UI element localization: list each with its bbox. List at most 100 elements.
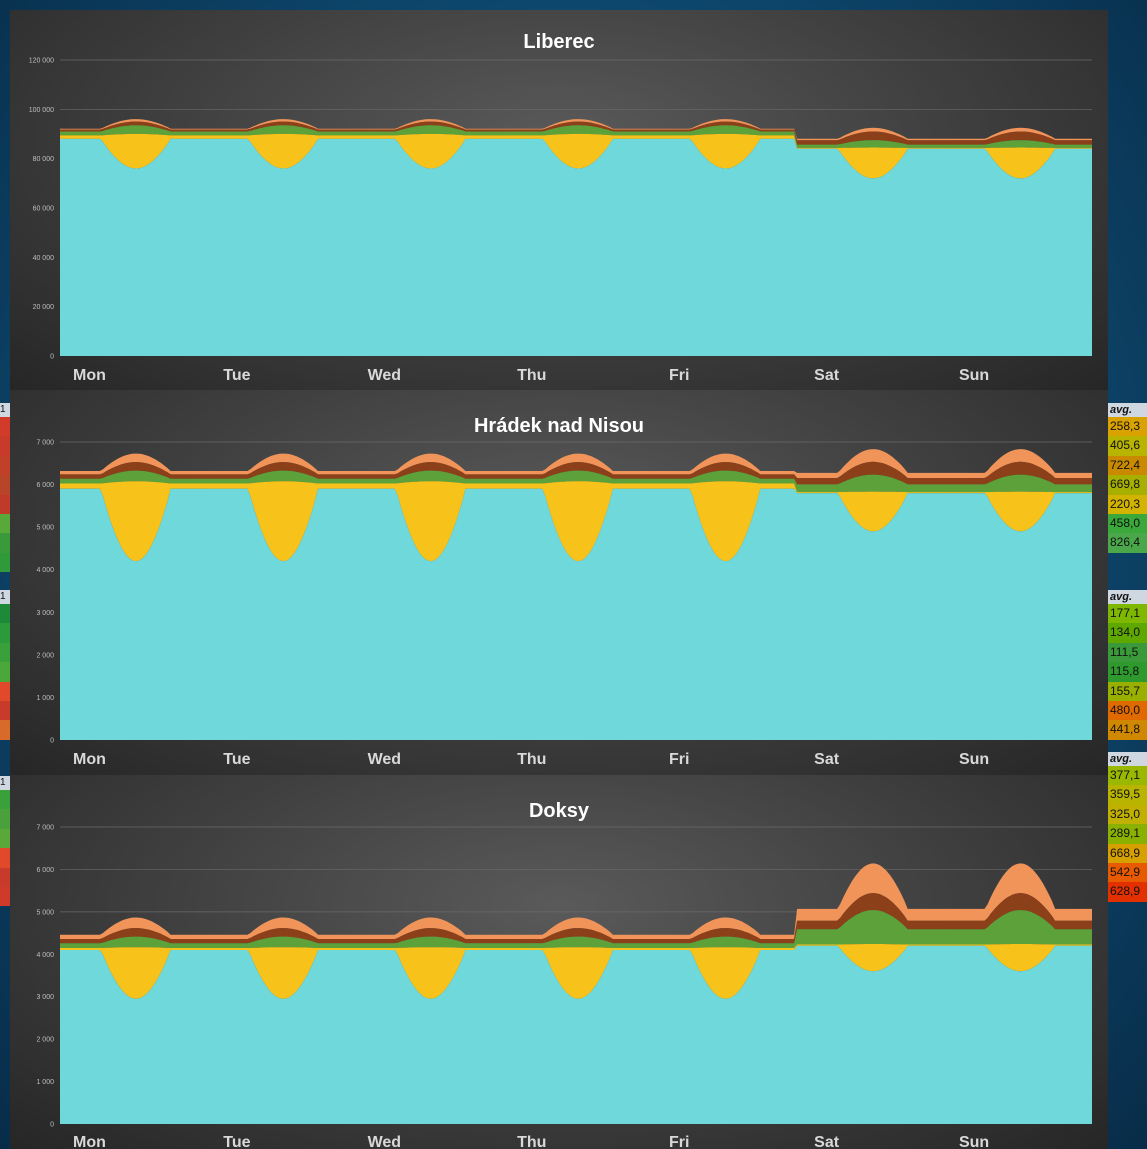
area-series-yellow [60, 944, 1092, 999]
y-tick-label: 2 000 [36, 652, 54, 659]
chart-title: Hrádek nad Nisou [474, 415, 644, 437]
table-header: 1 [0, 590, 10, 604]
area-series-cyan [60, 945, 1092, 1124]
area-chart-doksy: 0 1 000 2 000 3 000 4 000 5 000 6 000 7 000 Doks… [36, 800, 1092, 1149]
y-tick-label: 5 000 [36, 909, 54, 916]
table-cell [0, 867, 10, 887]
table-cell: 722,4 [1108, 455, 1147, 476]
area-series-green [60, 910, 1092, 948]
x-tick-label: Tue [223, 751, 250, 768]
background-table-avg: avg. 177,1 134,0 111,5 115,8 155,7 480,0 441,8 [1108, 590, 1147, 740]
x-tick-label: Fri [669, 1134, 689, 1149]
chart-title: Liberec [523, 31, 594, 53]
background-table-avg: avg. 258,3 405,6 722,4 669,8 220,3 458,0 826,4 [1108, 403, 1147, 553]
y-tick-label: 7 000 [36, 440, 54, 447]
table-cell: 542,9 [1108, 862, 1147, 883]
y-tick-label: 120 000 [29, 58, 54, 65]
table-cell: 668,9 [1108, 843, 1147, 863]
table-cell [0, 681, 10, 701]
table-cell: 155,7 [1108, 681, 1147, 701]
y-tick-label: 40 000 [33, 255, 55, 262]
x-tick-label: Mon [73, 1134, 106, 1149]
table-cell [0, 828, 10, 849]
area-series-brown [60, 121, 1092, 145]
table-cell [0, 642, 10, 663]
x-tick-label: Sun [959, 1134, 989, 1149]
background-table-left-strip: 1 [0, 403, 10, 573]
x-tick-label: Sun [959, 751, 989, 768]
table-cell: 359,5 [1108, 785, 1147, 805]
table-cell: 405,6 [1108, 436, 1147, 456]
chart-title: Doksy [529, 800, 590, 822]
y-tick-label: 0 [50, 1122, 54, 1129]
x-tick-label: Mon [73, 367, 106, 384]
y-tick-label: 80 000 [33, 156, 55, 163]
background-table-left-strip: 1 [0, 590, 10, 740]
area-chart-hradek-nad-nisou: 0 1 000 2 000 3 000 4 000 5 000 6 000 7 000 Hrád… [36, 415, 1092, 768]
table-cell [0, 848, 10, 868]
table-cell [0, 886, 10, 907]
table-cell: 220,3 [1108, 494, 1147, 514]
chart-panel-liberec: 0 20 000 40 000 60 000 80 000 100 000 120 000 L… [10, 10, 1108, 390]
y-tick-label: 1 000 [36, 1079, 54, 1086]
table-cell [0, 513, 10, 534]
table-cell [0, 604, 10, 624]
table-cell: 177,1 [1108, 604, 1147, 624]
y-tick-label: 60 000 [33, 206, 55, 213]
y-tick-label: 100 000 [29, 107, 54, 114]
table-header: avg. [1108, 590, 1147, 604]
area-series-orange [60, 119, 1092, 141]
table-cell: 458,0 [1108, 513, 1147, 534]
area-series-cyan [60, 488, 1092, 740]
y-tick-label: 3 000 [36, 610, 54, 617]
table-cell: 325,0 [1108, 804, 1147, 825]
table-cell: 480,0 [1108, 700, 1147, 721]
area-series-brown [60, 893, 1092, 944]
table-cell: 628,9 [1108, 882, 1147, 902]
area-series-green [60, 470, 1092, 493]
x-tick-label: Thu [517, 367, 546, 384]
table-cell: 441,8 [1108, 720, 1147, 740]
x-tick-label: Thu [517, 1134, 546, 1149]
table-cell: 134,0 [1108, 623, 1147, 643]
area-series-yellow [60, 481, 1092, 562]
y-tick-label: 4 000 [36, 567, 54, 574]
table-cell [0, 436, 10, 456]
table-cell [0, 700, 10, 721]
area-series-yellow [60, 133, 1092, 179]
y-tick-label: 1 000 [36, 695, 54, 702]
x-tick-label: Sat [814, 1134, 840, 1149]
table-header: 1 [0, 403, 10, 417]
y-tick-label: 0 [50, 354, 54, 361]
x-tick-label: Sat [814, 367, 840, 384]
table-cell [0, 494, 10, 514]
table-header: avg. [1108, 403, 1147, 417]
x-tick-label: Wed [368, 751, 401, 768]
table-cell [0, 475, 10, 495]
chart-panel-hradek-nad-nisou: 0 1 000 2 000 3 000 4 000 5 000 6 000 7 000 Hrád… [10, 390, 1108, 775]
y-tick-label: 5 000 [36, 525, 54, 532]
area-series-cyan [60, 138, 1092, 356]
y-tick-label: 7 000 [36, 825, 54, 832]
table-cell [0, 809, 10, 829]
table-header: 1 [0, 776, 10, 790]
x-tick-label: Fri [669, 367, 689, 384]
x-tick-label: Wed [368, 1134, 401, 1149]
table-cell: 826,4 [1108, 533, 1147, 553]
y-tick-label: 2 000 [36, 1037, 54, 1044]
table-cell [0, 790, 10, 810]
table-cell: 111,5 [1108, 642, 1147, 663]
area-series-orange [60, 863, 1092, 939]
x-tick-label: Sun [959, 367, 989, 384]
x-tick-label: Thu [517, 751, 546, 768]
y-tick-label: 0 [50, 738, 54, 745]
table-header: avg. [1108, 752, 1147, 766]
background-table-avg: avg. 377,1 359,5 325,0 289,1 668,9 542,9 628,9 [1108, 752, 1147, 902]
x-tick-label: Tue [223, 367, 250, 384]
table-cell: 289,1 [1108, 824, 1147, 844]
table-cell [0, 623, 10, 643]
x-tick-label: Wed [368, 367, 401, 384]
area-series-green [60, 125, 1092, 148]
y-tick-label: 3 000 [36, 994, 54, 1001]
y-tick-label: 6 000 [36, 867, 54, 874]
